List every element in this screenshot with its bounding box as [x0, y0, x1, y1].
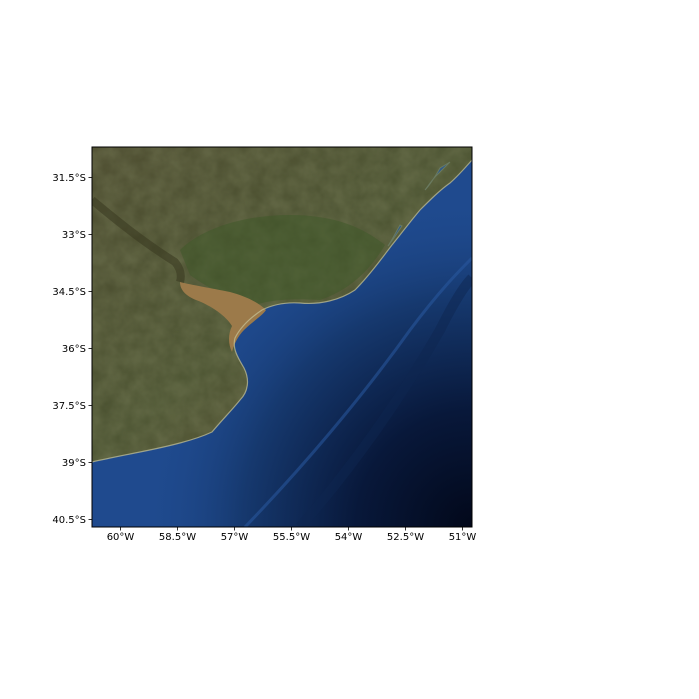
shelf-slope: [243, 256, 472, 527]
y-tick-label: 36°S: [62, 344, 86, 355]
uruguay-region: [180, 215, 385, 305]
rio-de-la-plata: [180, 282, 266, 352]
x-tick-label: 52.5°W: [387, 532, 424, 543]
y-tick-label: 40.5°S: [52, 515, 86, 526]
y-tick-label: 34.5°S: [52, 287, 86, 298]
y-axis-ticks: 31.5°S 33°S 34.5°S 36°S 37.5°S 39°S 40.5°S: [52, 173, 92, 526]
parana-delta: [92, 196, 185, 284]
x-tick-label: 58.5°W: [159, 532, 196, 543]
y-tick-label: 39°S: [62, 458, 86, 469]
y-tick-label: 33°S: [62, 230, 86, 241]
map-frame: [91, 146, 473, 528]
shelf-edge: [296, 274, 472, 527]
x-tick-label: 60°W: [107, 532, 135, 543]
lagoa-mirim: [387, 224, 403, 247]
map-image: [92, 147, 472, 527]
x-axis-ticks: 60°W 58.5°W 57°W 55.5°W 54°W 52.5°W 51°W: [107, 527, 477, 543]
coastline: [92, 159, 472, 463]
laguna-dos-patos: [424, 161, 451, 191]
land-texture: [92, 147, 472, 462]
x-tick-label: 51°W: [449, 532, 477, 543]
y-tick-label: 31.5°S: [52, 173, 86, 184]
y-tick-label: 37.5°S: [52, 401, 86, 412]
x-tick-label: 57°W: [221, 532, 249, 543]
x-tick-label: 55.5°W: [273, 532, 310, 543]
x-tick-label: 54°W: [335, 532, 363, 543]
